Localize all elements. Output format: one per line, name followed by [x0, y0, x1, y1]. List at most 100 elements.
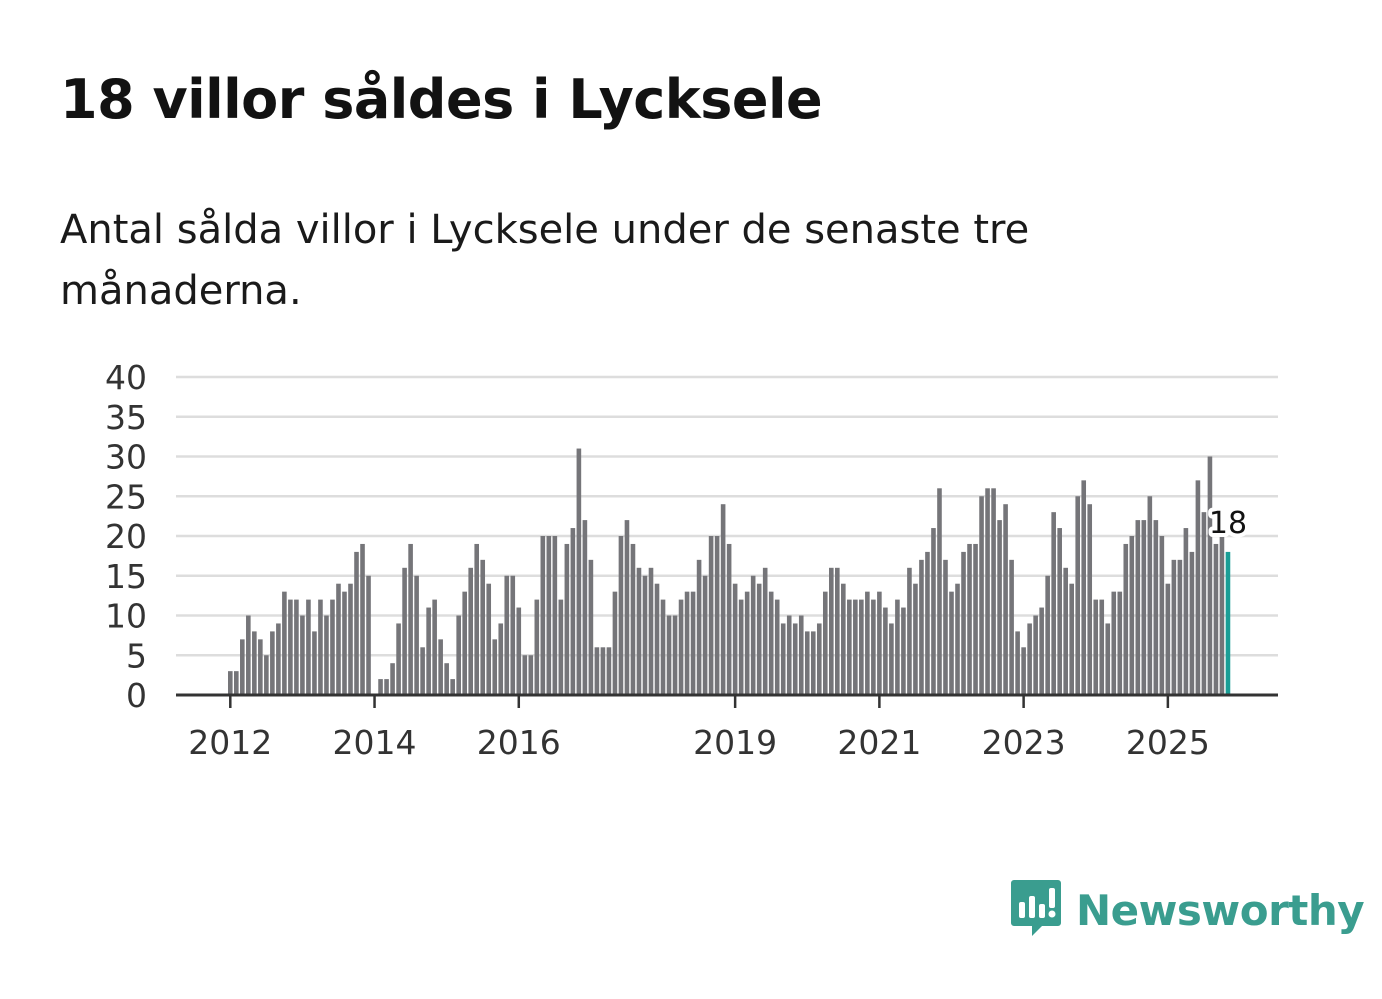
bar — [1045, 575, 1050, 695]
bar — [973, 543, 978, 695]
bar — [444, 663, 449, 695]
bar — [829, 567, 834, 695]
bar — [594, 647, 600, 695]
bar — [1051, 512, 1056, 695]
bar — [774, 599, 780, 695]
bar — [348, 583, 353, 695]
bar — [955, 583, 960, 695]
bar — [450, 679, 455, 695]
bar — [1039, 607, 1044, 695]
bar — [288, 599, 293, 695]
bar — [432, 599, 437, 695]
bar — [342, 591, 347, 695]
bar — [240, 639, 245, 695]
bar — [588, 559, 594, 695]
y-tick-label: 40 — [105, 358, 147, 397]
bar — [1117, 591, 1123, 695]
bar — [276, 623, 281, 695]
bar — [486, 583, 492, 695]
last-value-label-halo: 18 — [1209, 506, 1247, 541]
x-tick-label: 2025 — [1126, 723, 1210, 762]
bar — [1027, 623, 1032, 695]
bar — [859, 599, 864, 695]
y-tick-label: 20 — [105, 517, 147, 556]
newsworthy-brand[interactable]: Newsworthy — [1010, 878, 1365, 942]
bar — [480, 559, 486, 695]
x-tick-label: 2019 — [693, 723, 777, 762]
bar — [1129, 536, 1135, 695]
bar — [624, 520, 630, 695]
bar — [1165, 583, 1171, 695]
bar — [678, 599, 684, 695]
bar — [1207, 456, 1213, 695]
bar — [1105, 623, 1111, 695]
bar — [378, 679, 383, 695]
x-axis — [176, 693, 1278, 708]
y-tick-label: 5 — [126, 636, 147, 675]
bar — [1111, 591, 1117, 695]
bar — [666, 615, 672, 695]
bar — [985, 488, 990, 695]
bar — [318, 599, 323, 695]
bar — [720, 504, 726, 695]
bar — [1003, 504, 1008, 695]
bar — [702, 575, 708, 695]
bar — [768, 591, 774, 695]
bar — [330, 599, 335, 695]
bar — [564, 543, 570, 695]
bar — [426, 607, 431, 695]
bar — [877, 591, 882, 695]
bar — [402, 567, 407, 695]
bar — [1147, 496, 1153, 695]
bar — [336, 583, 341, 695]
bar — [612, 591, 618, 695]
bar — [282, 591, 287, 695]
chart-subtitle: Antal sålda villor i Lycksele under de s… — [60, 207, 1030, 314]
bar — [943, 559, 948, 695]
bar — [582, 520, 588, 695]
bar — [300, 615, 305, 695]
bar — [750, 575, 756, 695]
bar — [762, 567, 768, 695]
bar — [1009, 559, 1014, 695]
bar — [510, 575, 516, 695]
bar — [1087, 504, 1093, 695]
bar — [835, 567, 840, 695]
x-tick-label: 2016 — [477, 723, 561, 762]
bar — [1141, 520, 1147, 695]
bar — [270, 631, 275, 695]
bar — [642, 575, 648, 695]
bar — [576, 448, 582, 695]
bar — [606, 647, 612, 695]
last-value-label: 18 — [1209, 506, 1247, 541]
bar — [931, 528, 936, 695]
bar — [630, 543, 636, 695]
bar — [558, 599, 564, 695]
y-tick-label: 30 — [105, 438, 147, 477]
bar — [252, 631, 257, 695]
bar — [841, 583, 846, 695]
bar — [516, 607, 522, 695]
bar — [648, 567, 654, 695]
bar — [294, 599, 299, 695]
bar — [913, 583, 918, 695]
bar — [816, 623, 822, 695]
bar — [949, 591, 954, 695]
bar — [258, 639, 263, 695]
bar — [672, 615, 678, 695]
bar — [1075, 496, 1081, 695]
bar — [366, 575, 371, 695]
bar — [396, 623, 401, 695]
bar — [756, 583, 762, 695]
y-tick-label: 15 — [105, 557, 147, 596]
bar — [895, 599, 900, 695]
bar — [1219, 536, 1225, 695]
bar — [306, 599, 311, 695]
bar — [925, 551, 930, 695]
bar — [540, 536, 546, 695]
bar — [618, 536, 624, 695]
bar — [865, 591, 870, 695]
bar — [246, 615, 251, 695]
bar — [696, 559, 702, 695]
